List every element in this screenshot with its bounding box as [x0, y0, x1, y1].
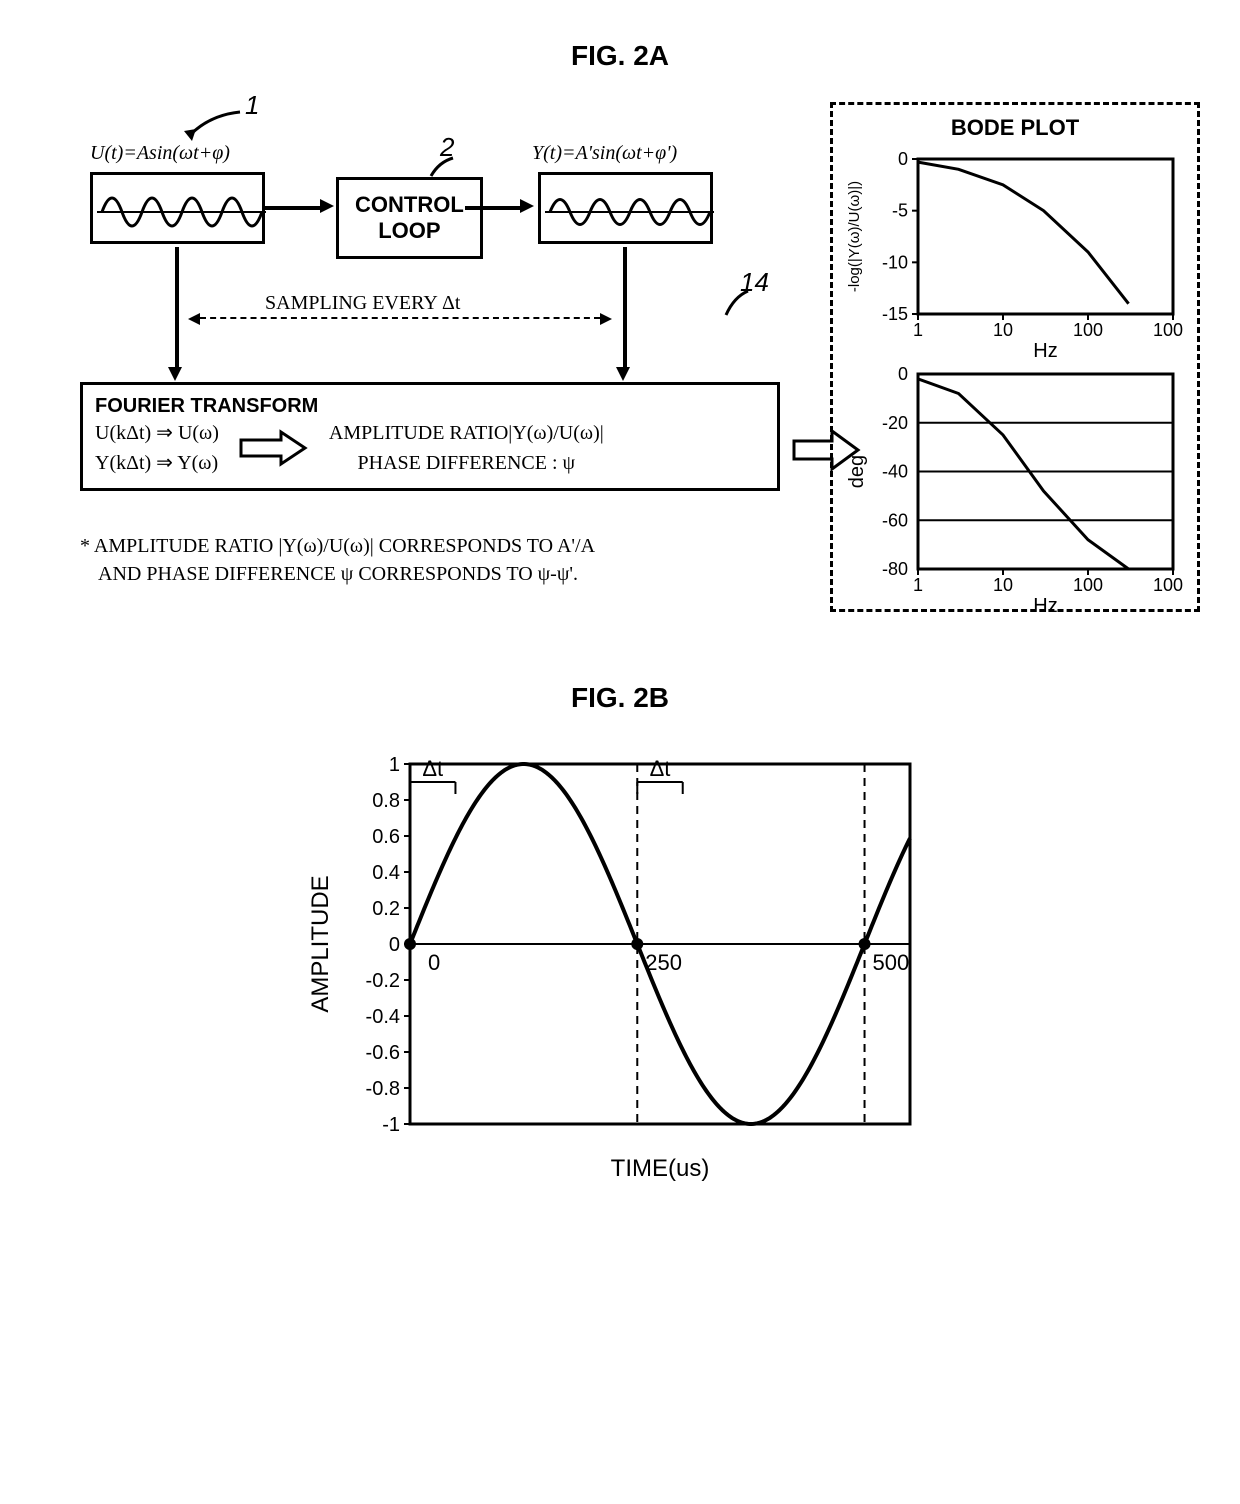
- svg-text:0.8: 0.8: [372, 790, 400, 812]
- arrow-input-control: [265, 206, 320, 210]
- control-loop-box: CONTROLLOOP: [336, 177, 483, 259]
- fourier-left-col: U(kΔt) ⇒ U(ω) Y(kΔt) ⇒ Y(ω): [95, 418, 219, 478]
- svg-text:-40: -40: [882, 462, 908, 482]
- svg-text:-0.2: -0.2: [366, 970, 400, 992]
- block-arrow-1: [239, 428, 309, 468]
- svg-text:AMPLITUDE: AMPLITUDE: [307, 875, 334, 1012]
- control-loop-label: CONTROLLOOP: [355, 192, 464, 243]
- sampling-label: SAMPLING EVERY Δt: [265, 292, 460, 315]
- figure-2b: FIG. 2B 1 0.8 0.6 0.4 0.2 0 -0.2 -0.4 -0.6 -0.8 -1…: [40, 682, 1200, 1189]
- svg-text:100: 100: [1073, 575, 1103, 595]
- fig2b-title: FIG. 2B: [40, 682, 1200, 714]
- svg-text:-5: -5: [892, 201, 908, 221]
- sine-plot: 1 0.8 0.6 0.4 0.2 0 -0.2 -0.4 -0.6 -0.8 -1 0 250 500 T…: [300, 744, 940, 1184]
- svg-text:0: 0: [898, 149, 908, 169]
- fourier-u: U(kΔt) ⇒ U(ω): [95, 418, 219, 448]
- svg-text:-0.8: -0.8: [366, 1078, 400, 1100]
- svg-text:500: 500: [873, 950, 910, 975]
- arrow-control-output: [465, 206, 520, 210]
- svg-text:-1: -1: [382, 1114, 400, 1136]
- svg-text:1000: 1000: [1153, 575, 1183, 595]
- svg-text:Hz: Hz: [1033, 595, 1057, 614]
- note: * AMPLITUDE RATIO |Y(ω)/U(ω)| CORRESPOND…: [80, 532, 820, 588]
- svg-text:0: 0: [898, 364, 908, 384]
- svg-text:0.6: 0.6: [372, 826, 400, 848]
- svg-text:1: 1: [913, 320, 923, 340]
- svg-text:10: 10: [993, 320, 1013, 340]
- fourier-box: FOURIER TRANSFORM U(kΔt) ⇒ U(ω) Y(kΔt) ⇒…: [80, 382, 780, 491]
- svg-text:-0.6: -0.6: [366, 1042, 400, 1064]
- svg-text:-15: -15: [882, 304, 908, 324]
- svg-text:Δt: Δt: [650, 756, 671, 781]
- svg-text:1: 1: [389, 754, 400, 776]
- fig2b-container: 1 0.8 0.6 0.4 0.2 0 -0.2 -0.4 -0.6 -0.8 -1 0 250 500 T…: [300, 744, 940, 1189]
- note-line2: AND PHASE DIFFERENCE ψ CORRESPONDS TO ψ-…: [80, 560, 820, 588]
- svg-text:0: 0: [389, 934, 400, 956]
- input-sine: [97, 179, 266, 245]
- input-signal-box: [90, 172, 265, 244]
- fourier-right-col: AMPLITUDE RATIO|Y(ω)/U(ω)| PHASE DIFFERE…: [329, 418, 604, 478]
- svg-text:-0.4: -0.4: [366, 1006, 400, 1028]
- amp-ratio: AMPLITUDE RATIO|Y(ω)/U(ω)|: [329, 418, 604, 448]
- output-label: Y(t)=A'sin(ωt+φ'): [532, 142, 677, 165]
- svg-text:-10: -10: [882, 252, 908, 272]
- note-line1: * AMPLITUDE RATIO |Y(ω)/U(ω)| CORRESPOND…: [80, 532, 820, 560]
- fourier-y: Y(kΔt) ⇒ Y(ω): [95, 448, 219, 478]
- bode-phase-plot: 0 -20 -40 -60 -801 10 100 1000 Hz deg: [843, 364, 1183, 614]
- svg-text:Δt: Δt: [422, 756, 443, 781]
- fig2a-title: FIG. 2A: [40, 40, 1200, 72]
- svg-text:0: 0: [428, 950, 440, 975]
- fourier-title: FOURIER TRANSFORM: [95, 395, 765, 418]
- bode-magnitude-plot: 0 -5 -10 -151 10 100 1000 Hz -log(|Y(ω)/U(ω)|): [843, 149, 1183, 359]
- output-signal-box: [538, 172, 713, 244]
- arrow-input-down: [175, 247, 179, 367]
- ref1-arrow: [180, 107, 250, 142]
- svg-text:100: 100: [1073, 320, 1103, 340]
- svg-text:0.2: 0.2: [372, 898, 400, 920]
- svg-text:1000: 1000: [1153, 320, 1183, 340]
- svg-text:deg: deg: [846, 455, 868, 488]
- svg-text:250: 250: [645, 950, 682, 975]
- ref14-arrow: [720, 287, 760, 322]
- svg-text:TIME(us): TIME(us): [611, 1155, 710, 1182]
- svg-text:-20: -20: [882, 413, 908, 433]
- fig2a-container: 1 U(t)=Asin(ωt+φ) 2 CONTROLLOOP: [40, 102, 1200, 622]
- output-sine: [545, 179, 714, 245]
- bode-box: BODE PLOT 0-5-10-151101001000Hz-log(|Y(ω…: [830, 102, 1200, 612]
- svg-text:-80: -80: [882, 559, 908, 579]
- arrow-output-down: [623, 247, 627, 367]
- bode-title: BODE PLOT: [843, 115, 1187, 141]
- svg-text:-60: -60: [882, 510, 908, 530]
- figure-2a: FIG. 2A 1 U(t)=Asin(ωt+φ) 2 CONTROLLOOP: [40, 40, 1200, 622]
- phase-diff: PHASE DIFFERENCE : ψ: [329, 448, 604, 478]
- svg-text:-log(|Y(ω)/U(ω)|): -log(|Y(ω)/U(ω)|): [846, 181, 863, 292]
- input-label: U(t)=Asin(ωt+φ): [90, 142, 230, 165]
- svg-text:0.4: 0.4: [372, 862, 400, 884]
- svg-text:1: 1: [913, 575, 923, 595]
- sampling-arrow: [200, 317, 600, 319]
- svg-text:Hz: Hz: [1033, 340, 1057, 359]
- svg-text:10: 10: [993, 575, 1013, 595]
